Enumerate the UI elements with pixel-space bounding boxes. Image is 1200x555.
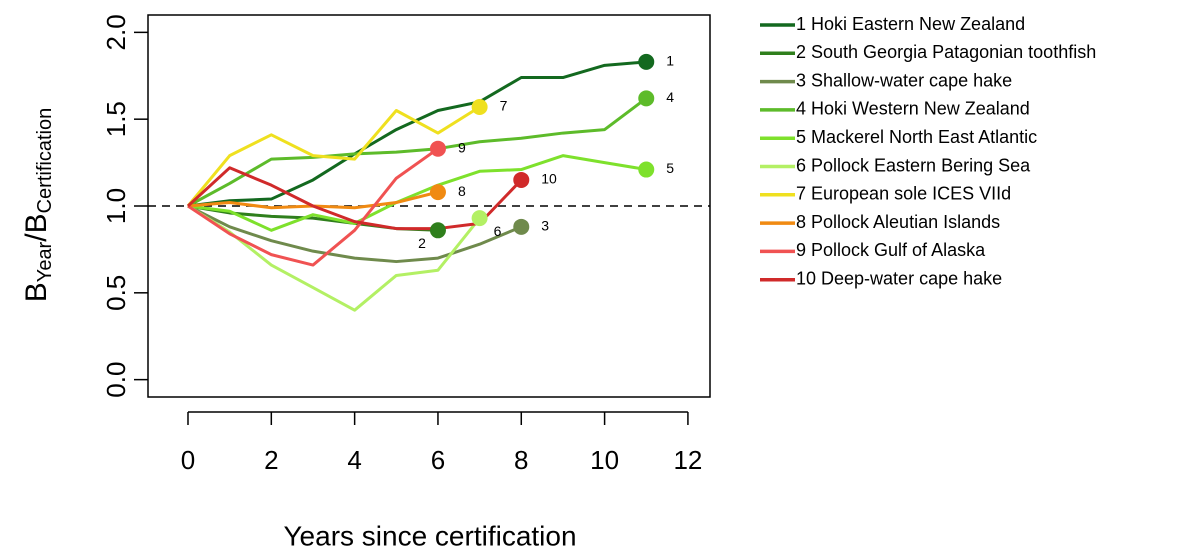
x-axis-label: Years since certification <box>283 520 576 551</box>
legend-label: 4 Hoki Western New Zealand <box>796 99 1030 119</box>
y-tick-label: 0.5 <box>101 275 131 311</box>
y-label-subscript: Year <box>34 241 56 282</box>
end-label: 4 <box>666 89 674 105</box>
y-label-part: / <box>20 233 53 242</box>
y-tick-label: 1.0 <box>101 188 131 224</box>
legend-label: 9 Pollock Gulf of Alaska <box>796 240 986 260</box>
end-label: 9 <box>458 139 466 155</box>
y-tick-label: 1.5 <box>101 101 131 137</box>
legend-label: 3 Shallow-water cape hake <box>796 70 1012 90</box>
end-label: 3 <box>541 218 549 234</box>
legend-label: 8 Pollock Aleutian Islands <box>796 212 1000 232</box>
end-point <box>429 184 446 201</box>
series-line <box>187 60 647 208</box>
series-line <box>187 204 522 264</box>
end-point <box>471 99 488 116</box>
legend-label: 5 Mackerel North East Atlantic <box>796 127 1037 147</box>
end-point <box>513 171 530 188</box>
legend-label: 1 Hoki Eastern New Zealand <box>796 14 1025 34</box>
y-label-subscript: Certification <box>34 108 56 214</box>
y-tick-label: 2.0 <box>101 14 131 50</box>
x-tick-label: 0 <box>181 445 195 475</box>
series-line <box>186 166 523 231</box>
y-label-part: B <box>20 213 53 233</box>
end-point <box>471 210 488 227</box>
x-tick-label: 8 <box>514 445 528 475</box>
x-tick-label: 10 <box>590 445 619 475</box>
legend-label: 2 South Georgia Patagonian toothfish <box>796 42 1096 62</box>
legend-label: 7 European sole ICES VIId <box>796 184 1011 204</box>
legend-label: 6 Pollock Eastern Bering Sea <box>796 155 1031 175</box>
end-point <box>638 161 655 178</box>
end-label: 2 <box>418 235 426 251</box>
end-label: 8 <box>458 183 466 199</box>
end-label: 5 <box>666 160 674 176</box>
end-label: 6 <box>494 223 502 239</box>
y-axis-label: BYear/BCertification <box>20 108 56 302</box>
end-point <box>513 218 530 235</box>
legend-label: 10 Deep-water cape hake <box>796 268 1002 288</box>
series-line <box>187 97 648 208</box>
end-point <box>429 222 446 239</box>
x-tick-label: 12 <box>673 445 702 475</box>
end-point <box>429 140 446 157</box>
end-label: 7 <box>500 98 508 114</box>
x-tick-label: 6 <box>431 445 445 475</box>
x-tick-label: 2 <box>264 445 278 475</box>
end-label: 1 <box>666 53 674 69</box>
series-line <box>187 154 647 232</box>
end-point <box>638 90 655 107</box>
end-label: 10 <box>541 171 557 187</box>
series-line <box>186 105 481 207</box>
end-point <box>638 53 655 70</box>
series-line <box>187 147 439 267</box>
y-tick-label: 0.0 <box>101 362 131 398</box>
y-label-part: B <box>20 282 53 302</box>
x-tick-label: 4 <box>347 445 361 475</box>
